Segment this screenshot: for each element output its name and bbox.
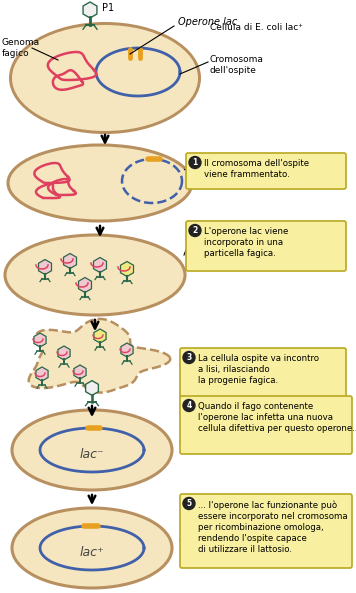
Ellipse shape — [8, 145, 192, 221]
Polygon shape — [79, 278, 91, 292]
Polygon shape — [29, 319, 170, 393]
Text: lac⁺: lac⁺ — [80, 546, 104, 559]
Text: Operone lac: Operone lac — [178, 17, 237, 27]
Text: Il cromosoma dell'ospite
viene frammentato.: Il cromosoma dell'ospite viene frammenta… — [204, 159, 309, 179]
FancyBboxPatch shape — [186, 153, 346, 189]
Text: 5: 5 — [187, 499, 192, 508]
Circle shape — [189, 225, 201, 237]
Polygon shape — [36, 367, 48, 381]
Circle shape — [183, 400, 195, 412]
Polygon shape — [83, 2, 97, 18]
Ellipse shape — [12, 508, 172, 588]
Polygon shape — [94, 257, 106, 273]
Circle shape — [189, 157, 201, 168]
FancyBboxPatch shape — [180, 396, 352, 454]
Polygon shape — [74, 365, 86, 379]
Text: Cellula di E. coli lac⁺: Cellula di E. coli lac⁺ — [210, 24, 303, 33]
Ellipse shape — [5, 235, 185, 315]
Circle shape — [183, 352, 195, 364]
Text: lac⁻: lac⁻ — [80, 448, 104, 461]
Text: 3: 3 — [187, 353, 192, 362]
Text: P1: P1 — [102, 3, 114, 13]
Text: Quando il fago contenente
l'operone lac infetta una nuova
cellula difettiva per : Quando il fago contenente l'operone lac … — [198, 402, 356, 433]
Text: 4: 4 — [187, 401, 192, 410]
Polygon shape — [34, 333, 46, 347]
Polygon shape — [121, 343, 133, 357]
Text: Genoma
fagico: Genoma fagico — [2, 38, 40, 58]
Ellipse shape — [12, 410, 172, 490]
Polygon shape — [63, 253, 77, 269]
Text: Cromosoma
dell'ospite: Cromosoma dell'ospite — [210, 55, 264, 75]
Text: 1: 1 — [192, 158, 198, 167]
Ellipse shape — [9, 22, 201, 134]
FancyBboxPatch shape — [186, 221, 346, 271]
Text: ... l'operone lac funzionante può
essere incorporato nel cromosoma
per ricombina: ... l'operone lac funzionante può essere… — [198, 500, 347, 554]
Polygon shape — [38, 260, 52, 275]
FancyBboxPatch shape — [180, 348, 346, 398]
Polygon shape — [94, 329, 106, 343]
Polygon shape — [58, 346, 70, 360]
Ellipse shape — [12, 25, 198, 131]
Text: 2: 2 — [192, 226, 198, 235]
Circle shape — [183, 498, 195, 509]
Text: L'operone lac viene
incorporato in una
particella fagica.: L'operone lac viene incorporato in una p… — [204, 227, 288, 258]
FancyBboxPatch shape — [180, 494, 352, 568]
Polygon shape — [86, 381, 98, 396]
Polygon shape — [120, 262, 134, 276]
Text: La cellula ospite va incontro
a lisi, rilasciando
la progenie fagica.: La cellula ospite va incontro a lisi, ri… — [198, 354, 319, 385]
